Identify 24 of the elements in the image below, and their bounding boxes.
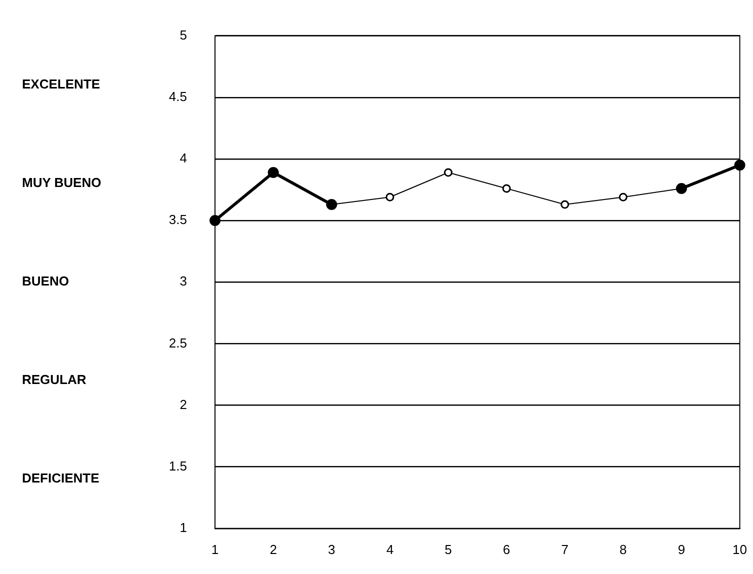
- x-tick-label: 5: [444, 542, 452, 557]
- x-tick-label: 2: [270, 542, 277, 557]
- y-tick-label: 3: [180, 274, 187, 289]
- x-tick-label: 3: [328, 542, 336, 557]
- x-tick-label: 8: [620, 542, 627, 557]
- text: REGULAR: [22, 372, 87, 388]
- y-tick-label: 4.5: [168, 88, 187, 104]
- y-tick-label: 4: [180, 150, 187, 166]
- x-tick-label: 6: [502, 542, 510, 557]
- x-tick-label: 1: [211, 542, 219, 557]
- x-tick-label: 10: [732, 542, 748, 557]
- y-tick-label: 1: [180, 520, 187, 535]
- y-tick-label: 2.5: [168, 335, 187, 350]
- y-tick-label: 5: [180, 27, 187, 42]
- y-tick-label: 2: [180, 396, 187, 412]
- text: BUENO: [22, 274, 69, 289]
- y-tick-label: 1.5: [168, 458, 187, 474]
- x-tick-label: 4: [386, 542, 394, 557]
- x-tick-label: 9: [678, 542, 686, 557]
- y-tick-label: 3.5: [168, 212, 187, 228]
- text: MUY BUENO: [22, 175, 102, 190]
- x-tick-label: 7: [561, 542, 568, 557]
- text: DEFICIENTE: [22, 470, 100, 486]
- text: EXCELENTE: [22, 76, 100, 92]
